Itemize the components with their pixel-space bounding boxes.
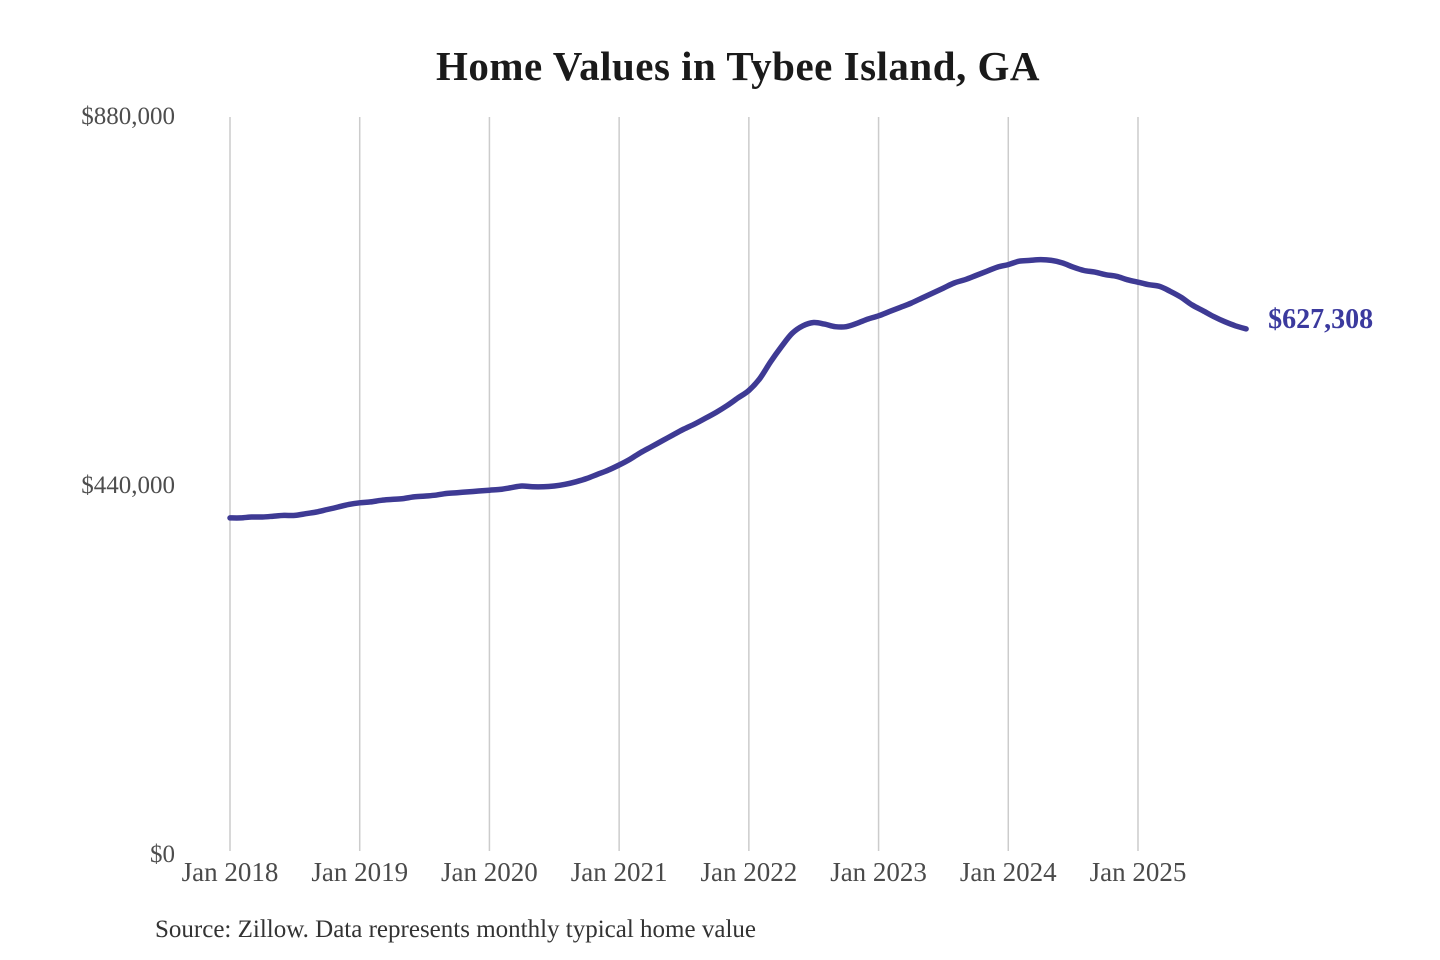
y-tick-label-440000: $440,000 — [81, 472, 175, 499]
gridlines — [229, 117, 1139, 851]
x-tick-label-jan-2025: Jan 2025 — [1089, 857, 1187, 887]
x-tick-label-jan-2020: Jan 2020 — [441, 857, 538, 887]
x-tick-label-jan-2023: Jan 2023 — [830, 857, 927, 887]
y-tick-label-880000: $880,000 — [81, 103, 175, 130]
x-tick-label-jan-2018: Jan 2018 — [181, 857, 279, 887]
x-tick-label-jan-2019: Jan 2019 — [311, 857, 409, 887]
x-tick-label-jan-2024: Jan 2024 — [959, 857, 1057, 887]
x-tick-label-jan-2022: Jan 2022 — [700, 857, 798, 887]
y-tick-label-0: $0 — [150, 841, 175, 868]
chart-title: Home Values in Tybee Island, GA — [435, 43, 1041, 89]
source-note: Source: Zillow. Data represents monthly … — [155, 916, 756, 943]
x-tick-label-jan-2021: Jan 2021 — [570, 857, 668, 887]
series-end-value-label: $627,308 — [1268, 303, 1374, 335]
home-value-line — [227, 256, 1249, 521]
